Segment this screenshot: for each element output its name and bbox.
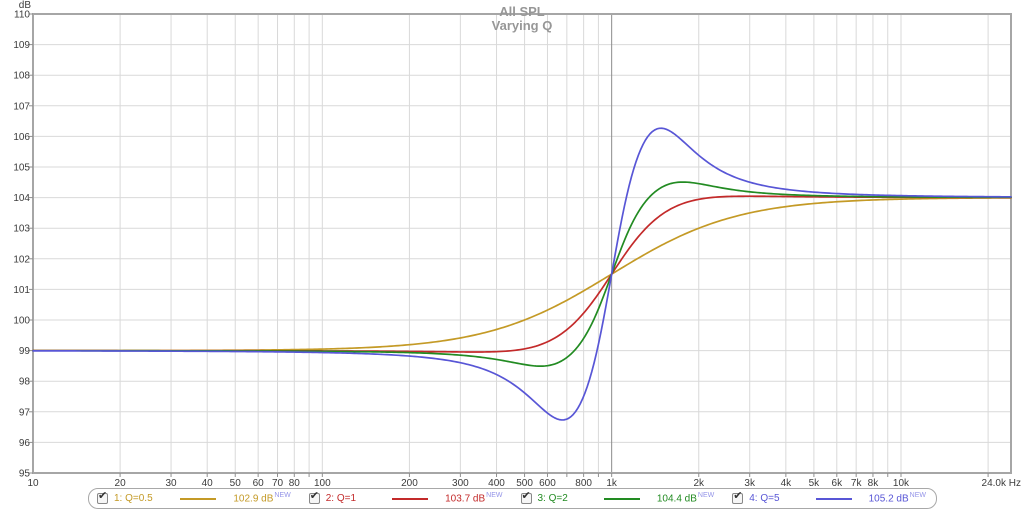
x-tick-label: 300 — [452, 478, 469, 489]
curve-1-q0.5 — [32, 197, 1012, 352]
curve-3-q2 — [32, 181, 1012, 367]
y-tick-label: 107 — [13, 101, 30, 112]
y-tick-label: 109 — [13, 40, 30, 51]
checkmark-icon: ✔ — [521, 490, 531, 502]
y-tick-label: 106 — [13, 132, 30, 143]
y-tick-label: 98 — [19, 377, 31, 388]
x-tick-label: 30 — [165, 478, 177, 489]
y-axis-unit: dB — [19, 0, 32, 11]
trace-color-sample — [180, 497, 217, 500]
x-tick-label: 60 — [253, 478, 265, 489]
x-tick-label: 3k — [744, 478, 756, 489]
y-tick-label: 101 — [13, 285, 30, 296]
x-tick-label: 6k — [832, 478, 844, 489]
legend-item-4: ✔ 4: Q=5 105.2 dBNEW — [724, 489, 936, 508]
trace-spl-value: 102.9 dBNEW — [233, 492, 291, 505]
x-tick-label: 500 — [516, 478, 533, 489]
trace-label: 1: Q=0.5 — [114, 493, 153, 504]
x-tick-label: 40 — [202, 478, 214, 489]
trace-label: 3: Q=2 — [537, 493, 568, 504]
trace-checkbox-4[interactable]: ✔ — [732, 490, 744, 504]
x-tick-label: 80 — [289, 478, 301, 489]
trace-color-sample — [392, 497, 429, 500]
y-axis-labels: 110 109 108 107 106 105 104 103 102 101 100 99 98 97 9… — [13, 0, 31, 480]
trace-color-sample — [815, 497, 852, 500]
checkmark-icon: ✔ — [733, 490, 743, 502]
x-tick-label: 50 — [230, 478, 242, 489]
trace-color-sample — [603, 497, 640, 500]
x-tick-label: 2k — [693, 478, 705, 489]
curve-2-q1 — [32, 195, 1012, 353]
x-tick-label: 70 — [272, 478, 284, 489]
trace-checkbox-3[interactable]: ✔ — [520, 490, 532, 504]
trace-checkbox-2[interactable]: ✔ — [308, 490, 320, 504]
trace-spl-value: 103.7 dBNEW — [445, 492, 503, 505]
x-tick-label: 800 — [575, 478, 592, 489]
trace-new-tag: NEW — [274, 492, 291, 500]
trace-new-tag: NEW — [697, 492, 715, 500]
checkmark-icon: ✔ — [98, 490, 108, 502]
y-tick-label: 97 — [19, 407, 31, 418]
x-axis-end-label: 24.0k Hz — [982, 478, 1021, 489]
x-tick-label: 7k — [851, 478, 863, 489]
x-tick-label: 200 — [401, 478, 418, 489]
x-axis-labels: 10 20 30 40 50 60 70 80 100 200 300 400 500 600 800 1k 2… — [27, 478, 1021, 489]
x-tick-label: 20 — [115, 478, 127, 489]
trace-new-tag: NEW — [909, 492, 926, 500]
trace-checkbox-1[interactable]: ✔ — [97, 490, 108, 504]
legend-item-2: ✔ 2: Q=1 103.7 dBNEW — [301, 489, 513, 508]
spl-curves — [32, 127, 1012, 421]
curve-4-q5 — [32, 127, 1012, 421]
trace-legend: ✔ 1: Q=0.5 102.9 dBNEW ✔ 2: Q=1 103.7 dBNEW ✔ 3… — [88, 488, 937, 509]
trace-spl-value: 104.4 dBNEW — [656, 492, 715, 505]
trace-label: 4: Q=5 — [749, 493, 780, 504]
x-tick-label: 4k — [781, 478, 793, 489]
x-tick-label: 10 — [27, 478, 39, 489]
legend-item-3: ✔ 3: Q=2 104.4 dBNEW — [513, 489, 725, 508]
y-tick-label: 100 — [13, 316, 30, 327]
y-tick-label: 95 — [19, 469, 31, 480]
y-tick-label: 110 — [14, 10, 30, 21]
x-tick-label: 10k — [893, 478, 910, 489]
y-tick-label: 96 — [19, 438, 31, 449]
x-tick-label: 400 — [488, 478, 505, 489]
y-tick-label: 103 — [13, 224, 30, 235]
trace-label: 2: Q=1 — [325, 493, 357, 504]
trace-new-tag: NEW — [486, 492, 503, 500]
x-tick-label: 5k — [809, 478, 821, 489]
trace-spl-value: 105.2 dBNEW — [868, 492, 926, 505]
gridlines — [33, 14, 1011, 473]
x-tick-label: 100 — [314, 478, 331, 489]
y-tick-label: 104 — [13, 193, 30, 204]
checkmark-icon: ✔ — [309, 490, 319, 502]
axis-tick-marks — [29, 13, 989, 477]
plot-frame — [32, 13, 1012, 474]
legend-item-1: ✔ 1: Q=0.5 102.9 dBNEW — [89, 489, 301, 508]
x-tick-label: 8k — [868, 478, 880, 489]
y-tick-label: 102 — [13, 254, 30, 265]
x-tick-label: 1k — [606, 478, 618, 489]
y-tick-label: 99 — [19, 346, 31, 357]
y-tick-label: 105 — [13, 163, 30, 174]
x-tick-label: 600 — [539, 478, 556, 489]
y-tick-label: 108 — [13, 71, 30, 82]
